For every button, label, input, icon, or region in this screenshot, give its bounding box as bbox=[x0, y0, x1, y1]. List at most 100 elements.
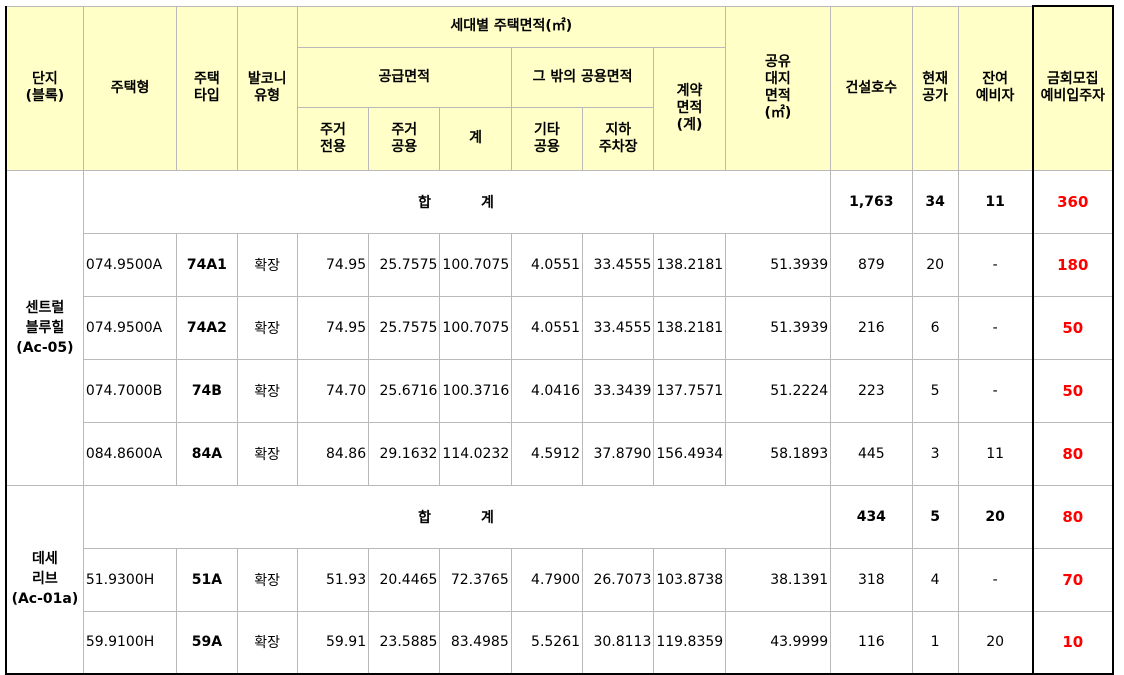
cell-balcony: 확장 bbox=[236, 610, 298, 675]
cell-housing-type: 074.9500A bbox=[82, 295, 178, 360]
cell-units-built: 445 bbox=[830, 421, 913, 486]
cell-underground-parking: 33.3439 bbox=[582, 358, 655, 423]
cell-residential-common: 25.6716 bbox=[368, 358, 441, 423]
cell-exclusive: 51.93 bbox=[296, 547, 370, 612]
cell-contract-area: 138.2181 bbox=[653, 232, 726, 297]
table-row: 074.9500A 74A1 확장 74.95 25.7575 100.7075 4.055… bbox=[6, 232, 1115, 297]
cell-contract-area: 103.8738 bbox=[653, 547, 726, 612]
table-row: 084.8600A 84A 확장 84.86 29.1632 114.0232 4.5912… bbox=[6, 421, 1115, 486]
header-complex: 단지 (블록) bbox=[4, 5, 84, 171]
total-current-vacant: 34 bbox=[911, 169, 959, 234]
sum-label-part: 계 bbox=[480, 509, 496, 526]
total-remaining-reserve: 11 bbox=[957, 169, 1034, 234]
cell-land-share: 51.3939 bbox=[724, 232, 832, 297]
cell-units-built: 223 bbox=[830, 358, 913, 423]
cell-contract-area: 137.7571 bbox=[653, 358, 726, 423]
header-exclusive: 주거 전용 bbox=[296, 106, 370, 171]
cell-house-type: 59A bbox=[176, 610, 238, 675]
cell-recruit-reserve: 50 bbox=[1031, 295, 1115, 360]
cell-residential-common: 25.7575 bbox=[368, 295, 441, 360]
header-remaining-reserve: 잔여 예비자 bbox=[957, 5, 1034, 171]
header-supply-area: 공급면적 bbox=[296, 46, 512, 108]
cell-house-type: 74A2 bbox=[176, 295, 238, 360]
cell-land-share: 51.2224 bbox=[724, 358, 832, 423]
cell-other-common-etc: 4.0551 bbox=[510, 295, 584, 360]
cell-underground-parking: 33.4555 bbox=[582, 232, 655, 297]
header-land-share: 공유 대지 면적 (㎡) bbox=[724, 5, 832, 171]
cell-land-share: 51.3939 bbox=[724, 295, 832, 360]
cell-balcony: 확장 bbox=[236, 547, 298, 612]
total-remaining-reserve: 20 bbox=[957, 484, 1034, 549]
header-house-type: 주택 타입 bbox=[176, 5, 238, 171]
cell-housing-type: 074.7000B bbox=[82, 358, 178, 423]
cell-subtotal: 100.3716 bbox=[439, 358, 512, 423]
table-row: 074.7000B 74B 확장 74.70 25.6716 100.3716 4.0416… bbox=[6, 358, 1115, 423]
cell-house-type: 74A1 bbox=[176, 232, 238, 297]
cell-current-vacant: 5 bbox=[911, 358, 959, 423]
complex-name: 데세 리브 (Ac-01a) bbox=[4, 484, 84, 675]
cell-subtotal: 100.7075 bbox=[439, 232, 512, 297]
cell-exclusive: 59.91 bbox=[296, 610, 370, 675]
header-subtotal: 계 bbox=[439, 106, 512, 171]
header-balcony: 발코니 유형 bbox=[236, 5, 298, 171]
cell-house-type: 84A bbox=[176, 421, 238, 486]
header-other-common-etc: 기타 공용 bbox=[510, 106, 584, 171]
cell-current-vacant: 6 bbox=[911, 295, 959, 360]
housing-area-table: 단지 (블록) 주택형 주택 타입 발코니 유형 세대별 주택면적(㎡) 공유 대지 면적… bbox=[4, 5, 1115, 675]
cell-balcony: 확장 bbox=[236, 295, 298, 360]
cell-remaining-reserve: - bbox=[957, 547, 1034, 612]
header-units-built: 건설호수 bbox=[830, 5, 913, 171]
header-recruit-reserve: 금회모집 예비입주자 bbox=[1031, 5, 1115, 171]
cell-units-built: 879 bbox=[830, 232, 913, 297]
total-row: 데세 리브 (Ac-01a) 합 계 434 5 20 80 bbox=[4, 484, 1115, 675]
cell-other-common-etc: 4.0416 bbox=[510, 358, 584, 423]
cell-contract-area: 138.2181 bbox=[653, 295, 726, 360]
cell-recruit-reserve: 80 bbox=[1031, 421, 1115, 486]
cell-remaining-reserve: - bbox=[957, 358, 1034, 423]
cell-balcony: 확장 bbox=[236, 358, 298, 423]
cell-contract-area: 156.4934 bbox=[653, 421, 726, 486]
cell-remaining-reserve: 11 bbox=[957, 421, 1034, 486]
header-other-common: 그 밖의 공용면적 bbox=[510, 46, 655, 108]
cell-residential-common: 20.4465 bbox=[368, 547, 441, 612]
cell-remaining-reserve: - bbox=[957, 295, 1034, 360]
total-row: 센트럴 블루힐 (Ac-05) 합 계 1,763 34 11 360 bbox=[4, 169, 1115, 486]
cell-remaining-reserve: 20 bbox=[957, 610, 1034, 675]
cell-underground-parking: 26.7073 bbox=[582, 547, 655, 612]
table-header: 단지 (블록) 주택형 주택 타입 발코니 유형 세대별 주택면적(㎡) 공유 대지 면적… bbox=[4, 5, 1115, 171]
header-current-vacant: 현재 공가 bbox=[911, 5, 959, 171]
cell-exclusive: 74.70 bbox=[296, 358, 370, 423]
cell-units-built: 216 bbox=[830, 295, 913, 360]
header-housing-type: 주택형 bbox=[82, 5, 178, 171]
cell-units-built: 318 bbox=[830, 547, 913, 612]
cell-recruit-reserve: 180 bbox=[1031, 232, 1115, 297]
cell-housing-type: 59.9100H bbox=[82, 610, 178, 675]
cell-land-share: 58.1893 bbox=[724, 421, 832, 486]
cell-other-common-etc: 4.5912 bbox=[510, 421, 584, 486]
cell-current-vacant: 1 bbox=[911, 610, 959, 675]
total-units-built: 434 bbox=[830, 484, 913, 549]
cell-exclusive: 84.86 bbox=[296, 421, 370, 486]
cell-balcony: 확장 bbox=[236, 421, 298, 486]
cell-current-vacant: 4 bbox=[911, 547, 959, 612]
cell-underground-parking: 30.8113 bbox=[582, 610, 655, 675]
cell-residential-common: 29.1632 bbox=[368, 421, 441, 486]
cell-house-type: 74B bbox=[176, 358, 238, 423]
total-recruit-reserve: 360 bbox=[1031, 169, 1115, 234]
cell-units-built: 116 bbox=[830, 610, 913, 675]
total-current-vacant: 5 bbox=[911, 484, 959, 549]
cell-subtotal: 83.4985 bbox=[439, 610, 512, 675]
total-recruit-reserve: 80 bbox=[1031, 484, 1115, 549]
cell-other-common-etc: 4.7900 bbox=[510, 547, 584, 612]
cell-land-share: 43.9999 bbox=[724, 610, 832, 675]
cell-recruit-reserve: 70 bbox=[1031, 547, 1115, 612]
cell-recruit-reserve: 50 bbox=[1031, 358, 1115, 423]
cell-residential-common: 25.7575 bbox=[368, 232, 441, 297]
cell-underground-parking: 33.4555 bbox=[582, 295, 655, 360]
cell-other-common-etc: 4.0551 bbox=[510, 232, 584, 297]
cell-subtotal: 114.0232 bbox=[439, 421, 512, 486]
sum-label-part: 합 bbox=[418, 194, 433, 211]
cell-exclusive: 74.95 bbox=[296, 295, 370, 360]
